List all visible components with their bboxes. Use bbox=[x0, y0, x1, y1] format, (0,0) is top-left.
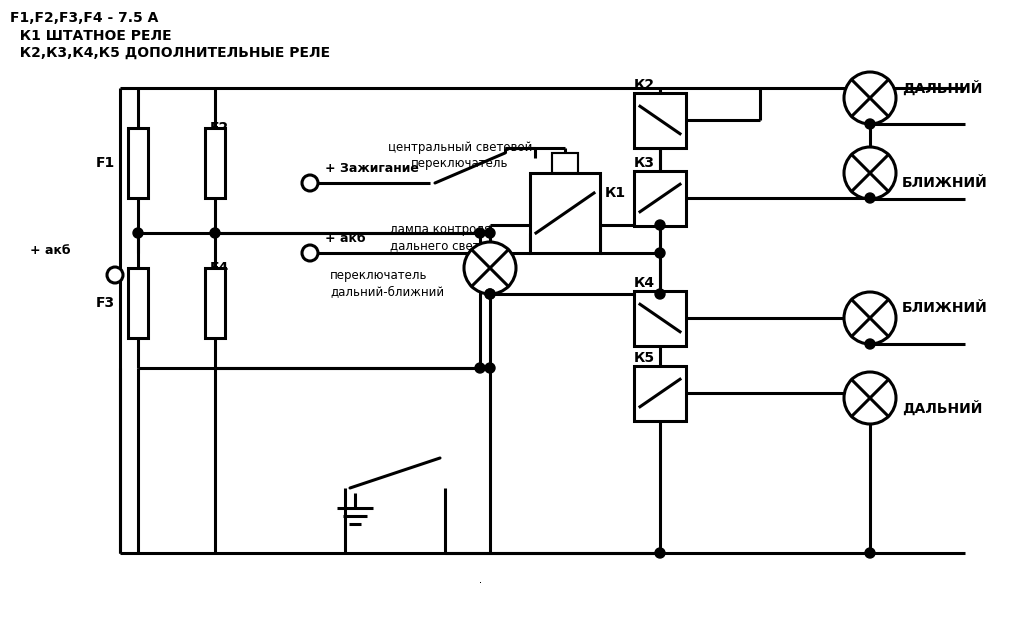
Circle shape bbox=[655, 248, 665, 258]
Circle shape bbox=[865, 193, 875, 203]
Text: ДАЛЬНИЙ: ДАЛЬНИЙ bbox=[902, 80, 982, 95]
Text: F1: F1 bbox=[96, 156, 115, 170]
Text: центральный световой: центральный световой bbox=[387, 141, 532, 154]
Bar bbox=[205, 128, 226, 198]
Circle shape bbox=[210, 228, 220, 238]
Bar bbox=[634, 170, 686, 225]
Text: К2: К2 bbox=[634, 78, 655, 92]
Circle shape bbox=[844, 292, 896, 344]
Text: переключатель: переключатель bbox=[330, 269, 427, 283]
Text: БЛИЖНИЙ: БЛИЖНИЙ bbox=[902, 176, 988, 190]
Text: К3: К3 bbox=[634, 156, 655, 170]
Circle shape bbox=[475, 363, 485, 373]
Bar bbox=[552, 153, 578, 173]
Bar bbox=[530, 173, 600, 253]
Circle shape bbox=[464, 242, 516, 294]
Circle shape bbox=[133, 228, 144, 238]
Circle shape bbox=[302, 175, 318, 191]
Circle shape bbox=[485, 363, 495, 373]
Circle shape bbox=[865, 548, 875, 558]
Circle shape bbox=[485, 228, 495, 238]
Circle shape bbox=[485, 289, 495, 299]
Text: К2,К3,К4,К5 ДОПОЛНИТЕЛЬНЫЕ РЕЛЕ: К2,К3,К4,К5 ДОПОЛНИТЕЛЬНЫЕ РЕЛЕ bbox=[10, 46, 330, 60]
Bar bbox=[128, 268, 148, 338]
Text: дальний-ближний: дальний-ближний bbox=[330, 286, 444, 298]
Bar bbox=[128, 128, 148, 198]
Circle shape bbox=[865, 339, 875, 349]
Text: + акб: + акб bbox=[30, 244, 71, 257]
Circle shape bbox=[844, 147, 896, 199]
Circle shape bbox=[302, 245, 318, 261]
Text: К5: К5 bbox=[634, 351, 655, 365]
Bar bbox=[634, 291, 686, 345]
Circle shape bbox=[655, 548, 665, 558]
Text: F2: F2 bbox=[210, 121, 230, 135]
Circle shape bbox=[485, 289, 495, 299]
Text: F4: F4 bbox=[210, 261, 230, 275]
Text: К4: К4 bbox=[634, 276, 655, 290]
Circle shape bbox=[655, 289, 665, 299]
Text: К1: К1 bbox=[605, 186, 626, 200]
Text: БЛИЖНИЙ: БЛИЖНИЙ bbox=[902, 301, 988, 315]
Text: + Зажигание: + Зажигание bbox=[325, 161, 419, 175]
Circle shape bbox=[655, 220, 665, 230]
Text: К1 ШТАТНОЕ РЕЛЕ: К1 ШТАТНОЕ РЕЛЕ bbox=[10, 29, 171, 43]
Text: + акб: + акб bbox=[325, 232, 366, 244]
Circle shape bbox=[865, 119, 875, 129]
Bar bbox=[634, 92, 686, 148]
Text: лампа контроля: лампа контроля bbox=[390, 224, 491, 237]
Circle shape bbox=[844, 372, 896, 424]
Text: F3: F3 bbox=[96, 296, 115, 310]
Text: ДАЛЬНИЙ: ДАЛЬНИЙ bbox=[902, 401, 982, 416]
Text: переключатель: переключатель bbox=[411, 156, 508, 170]
Circle shape bbox=[107, 267, 123, 283]
Bar bbox=[205, 268, 226, 338]
Text: F1,F2,F3,F4 - 7.5 A: F1,F2,F3,F4 - 7.5 A bbox=[10, 11, 159, 25]
Text: дальнего света: дальнего света bbox=[390, 239, 487, 252]
Circle shape bbox=[475, 228, 485, 238]
Bar bbox=[634, 365, 686, 421]
Circle shape bbox=[844, 72, 896, 124]
